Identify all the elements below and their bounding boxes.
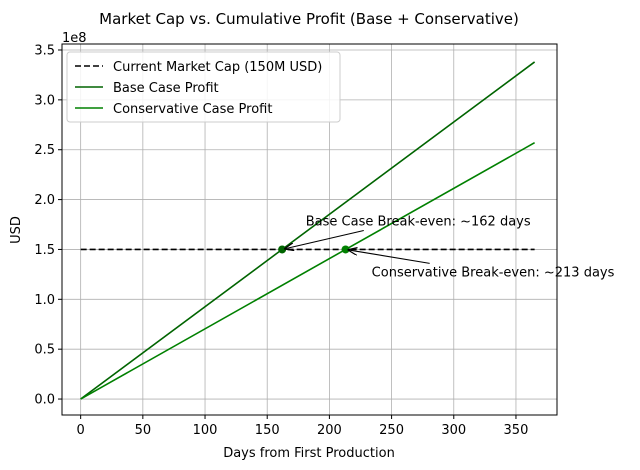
series-line-2 bbox=[80, 142, 536, 400]
annotation-arrow bbox=[285, 229, 364, 249]
breakeven-point bbox=[278, 245, 287, 254]
plot-area bbox=[61, 43, 558, 416]
x-tick-label: 50 bbox=[135, 423, 152, 438]
x-tick-label: 350 bbox=[504, 423, 529, 438]
legend-label: Conservative Case Profit bbox=[113, 102, 272, 117]
y-axis: 0.0 0.5 1.0 1.5 2.0 2.5 3.0 3.5 bbox=[34, 43, 62, 408]
legend-label: Base Case Profit bbox=[113, 81, 219, 96]
annotation-text: Base Case Break-even: ~162 days bbox=[306, 215, 531, 230]
x-tick-label: 150 bbox=[255, 423, 280, 438]
y-tick-label: 2.5 bbox=[34, 143, 55, 158]
y-tick-label: 1.5 bbox=[34, 243, 55, 258]
y-offset-label: 1e8 bbox=[62, 31, 87, 46]
y-tick-label: 0.5 bbox=[34, 343, 55, 358]
y-tick-label: 0.0 bbox=[34, 393, 55, 408]
x-axis-label: Days from First Production bbox=[223, 446, 395, 461]
y-tick-label: 3.5 bbox=[34, 43, 55, 58]
chart-title: Market Cap vs. Cumulative Profit (Base +… bbox=[99, 10, 519, 28]
x-tick-label: 100 bbox=[193, 423, 218, 438]
y-tick-label: 3.0 bbox=[34, 93, 55, 108]
x-tick-label: 200 bbox=[317, 423, 342, 438]
x-tick-label: 300 bbox=[441, 423, 466, 438]
breakeven-point bbox=[341, 245, 350, 254]
legend-box bbox=[66, 51, 341, 123]
y-tick-label: 1.0 bbox=[34, 293, 55, 308]
legend: Current Market Cap (150M USD) Base Case P… bbox=[66, 51, 341, 123]
y-axis-label: USD bbox=[9, 216, 24, 244]
annotation-arrow bbox=[349, 250, 430, 264]
x-tick-label: 0 bbox=[77, 423, 85, 438]
legend-label: Current Market Cap (150M USD) bbox=[113, 60, 322, 75]
y-tick-label: 2.0 bbox=[34, 193, 55, 208]
annotations: Base Case Break-even: ~162 days Conservat… bbox=[285, 215, 615, 280]
x-tick-label: 250 bbox=[379, 423, 404, 438]
x-axis: 0 50 100 150 200 250 300 350 bbox=[77, 415, 529, 438]
series-line-1 bbox=[80, 61, 536, 400]
annotation-text: Conservative Break-even: ~213 days bbox=[372, 265, 615, 280]
series-lines bbox=[80, 61, 536, 400]
